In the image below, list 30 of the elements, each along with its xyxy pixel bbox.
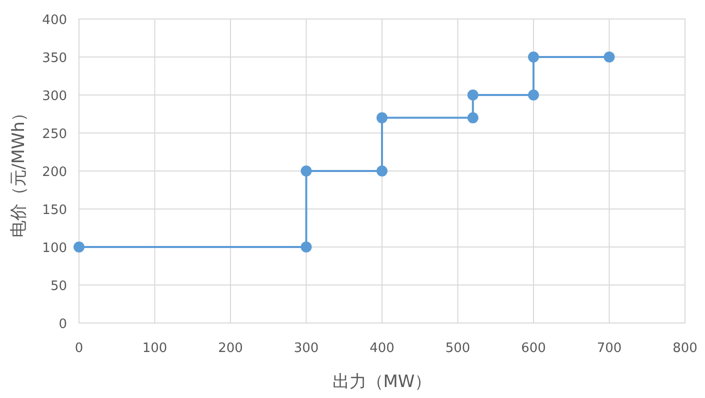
x-tick-label: 500 [445,341,470,356]
x-axis-title: 出力（MW） [332,372,432,392]
point [74,242,84,252]
point [604,52,615,62]
x-tick-label: 400 [370,341,394,356]
point [467,112,478,124]
y-tick-label: 350 [42,51,67,66]
point [528,90,539,100]
point [376,166,388,176]
y-tick-label: 250 [42,127,67,142]
x-tick-label: 600 [521,341,546,356]
x-tick-label: 700 [596,341,622,356]
x-tick-label: 200 [218,341,243,356]
point [300,166,312,176]
x-tick-label: 0 [74,341,84,356]
point [376,112,388,124]
y-tick-label: 400 [42,13,67,28]
y-tick-label: 100 [42,241,67,256]
x-tick-label: 100 [142,341,168,356]
x-tick-label: 300 [294,341,319,356]
y-axis-title: 电价（元/MWh） [9,104,29,238]
y-tick-label: 50 [50,279,67,294]
y-tick-label: 300 [42,89,67,104]
y-tick-label: 150 [42,203,67,218]
y-tick-label: 200 [42,165,67,180]
y-tick-label: 0 [58,317,67,332]
point [467,90,478,100]
point [528,52,539,62]
x-tick-label: 800 [672,341,698,356]
point [300,242,312,252]
